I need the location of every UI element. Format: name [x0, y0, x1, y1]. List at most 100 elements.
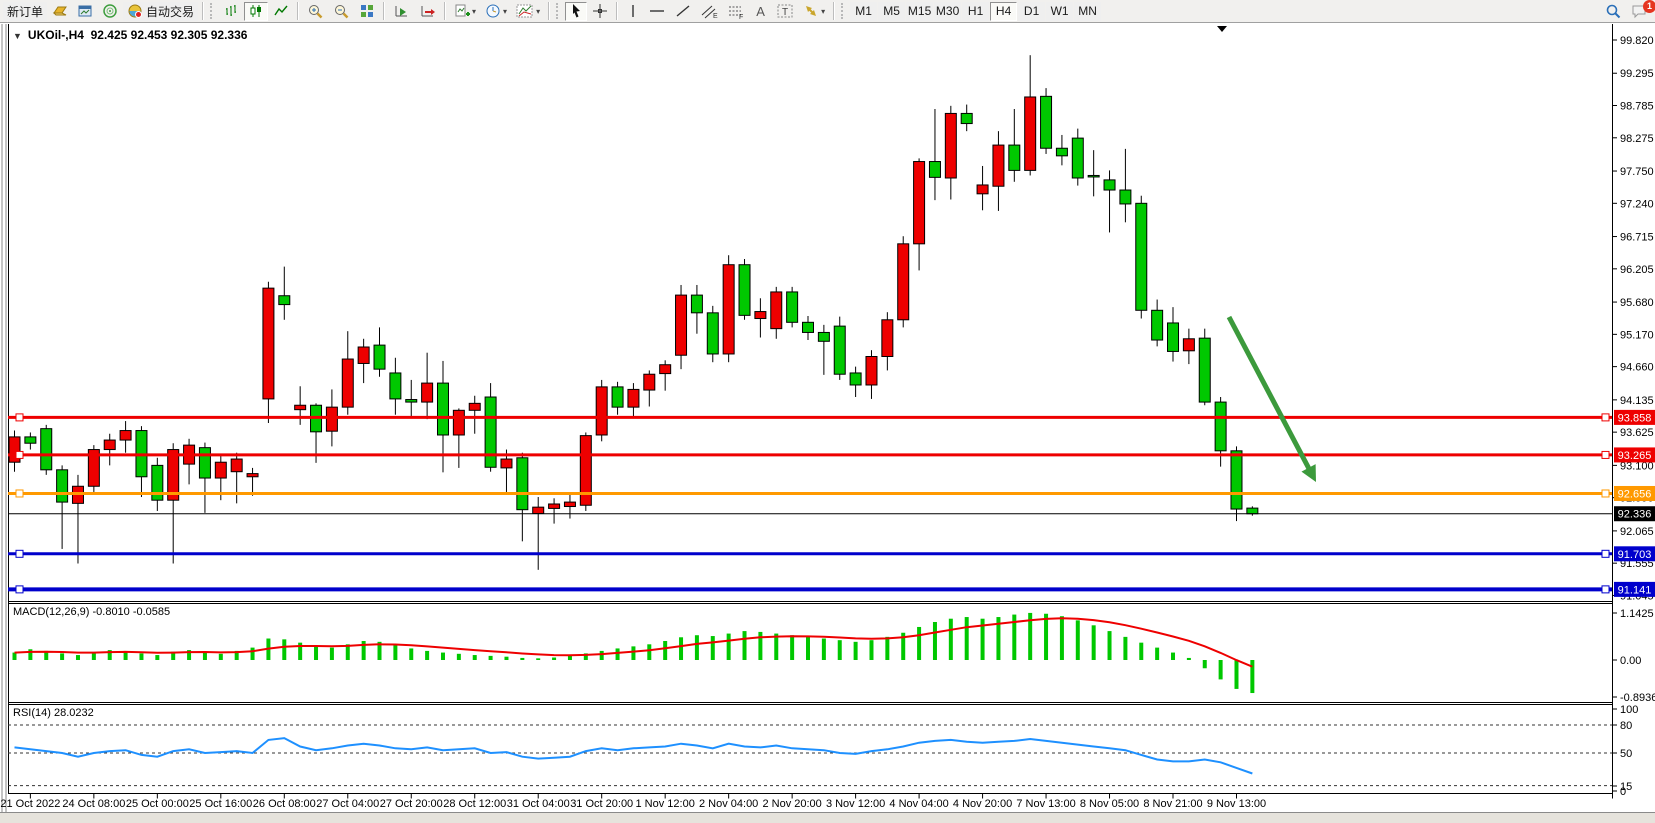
date-axis-label: 1 Nov 12:00 [636, 798, 695, 810]
rsi-panel: 100 80 50 150 [8, 704, 1638, 798]
vertical-line-icon [631, 5, 634, 17]
line-handle[interactable] [1601, 549, 1610, 558]
zoom-out-button[interactable] [329, 2, 354, 21]
candle-down [278, 295, 291, 306]
profile-icon[interactable] [48, 2, 72, 21]
chart-shift-button[interactable] [415, 2, 440, 21]
candle-up [548, 503, 561, 509]
date-axis-label: 26 Oct 08:00 [253, 798, 316, 810]
svg-text:93.858: 93.858 [1618, 412, 1652, 424]
candle-down [516, 457, 529, 511]
shift-marker-icon[interactable] [1217, 26, 1227, 32]
bar-chart-button[interactable] [219, 2, 243, 21]
periods-button[interactable]: ▾ [481, 2, 511, 21]
line-chart-button[interactable] [269, 2, 293, 21]
arrows-tool-button[interactable]: ▾ [799, 2, 829, 21]
candle-up [675, 294, 688, 356]
line-handle[interactable] [15, 413, 24, 422]
notifications-button[interactable]: 1 [1627, 0, 1655, 21]
separator [548, 2, 551, 20]
price-badges: 93.858 93.265 92.656 91.703 91.141 92.336 [1614, 409, 1655, 597]
line-handle[interactable] [15, 450, 24, 459]
zoom-in-button[interactable] [303, 2, 328, 21]
timeframe-m1-button[interactable]: M1 [850, 1, 878, 21]
timeframe-m15-button[interactable]: M15 [906, 1, 934, 21]
clock-icon [486, 4, 500, 18]
crosshair-icon [593, 4, 608, 18]
svg-text:99.295: 99.295 [1620, 68, 1654, 80]
date-axis-label: 24 Oct 08:00 [62, 798, 125, 810]
candle-down [611, 386, 624, 408]
separator [616, 2, 619, 20]
line-handle[interactable] [15, 585, 24, 594]
date-axis-label: 8 Nov 05:00 [1080, 798, 1139, 810]
svg-text:92.656: 92.656 [1618, 488, 1652, 500]
line-handle[interactable] [1601, 450, 1610, 459]
cursor-tool-button[interactable] [565, 1, 588, 21]
candle-up [754, 311, 767, 320]
search-icon [1606, 4, 1621, 18]
timeframe-m5-button[interactable]: M5 [878, 1, 906, 21]
chevron-down-icon: ▾ [821, 6, 826, 16]
date-axis-label: 25 Oct 00:00 [126, 798, 189, 810]
candlestick-chart-button[interactable] [244, 1, 269, 21]
timeframe-m30-button[interactable]: M30 [934, 1, 962, 21]
chart-dropdown-icon[interactable]: ▼ [13, 31, 22, 41]
new-chart-button[interactable]: ▾ [450, 2, 480, 21]
candle-up [532, 506, 545, 514]
date-axis-label: 31 Oct 04:00 [507, 798, 570, 810]
navigator-icon[interactable] [98, 2, 122, 21]
search-button[interactable] [1601, 2, 1626, 21]
svg-text:93.265: 93.265 [1618, 450, 1652, 462]
timeframe-mn-button[interactable]: MN [1074, 1, 1102, 21]
candle-down [833, 325, 846, 375]
date-axis: 21 Oct 2022 24 Oct 08:00 25 Oct 00:00 25 Oc… [0, 793, 1266, 810]
candle-down [484, 396, 497, 468]
svg-text:95.680: 95.680 [1620, 297, 1654, 309]
candle-down [1055, 147, 1068, 157]
line-handle[interactable] [15, 549, 24, 558]
tile-windows-button[interactable] [355, 2, 379, 21]
trendline-tool-button[interactable] [671, 2, 695, 21]
candle-down [40, 428, 53, 471]
candle-up [214, 461, 227, 479]
candle-up [643, 373, 656, 391]
candle-up [1024, 96, 1037, 171]
timeframe-d1-button[interactable]: D1 [1018, 1, 1046, 21]
crosshair-tool-button[interactable] [588, 2, 612, 21]
candle-down [1087, 174, 1100, 178]
text-label-tool-button[interactable]: T [772, 2, 798, 21]
timeframe-w1-button[interactable]: W1 [1046, 1, 1074, 21]
candle-up [8, 436, 21, 463]
line-handle[interactable] [15, 489, 24, 498]
candle-up [913, 161, 926, 245]
chevron-down-icon: ▾ [503, 6, 508, 16]
line-handle[interactable] [1601, 489, 1610, 498]
text-tool-button[interactable]: A [756, 3, 765, 19]
candle-down [405, 399, 418, 403]
candle-down [849, 372, 862, 386]
horizontal-line-tool-button[interactable] [644, 2, 670, 21]
candle-up [325, 406, 338, 432]
auto-trading-button[interactable]: 自动交易 [123, 1, 199, 21]
text-label-icon: T [777, 4, 793, 18]
data-window-icon[interactable] [73, 2, 97, 21]
new-order-button[interactable]: 新订单 [3, 1, 48, 21]
timeframe-h4-button[interactable]: H4 [990, 1, 1018, 21]
vertical-line-tool-button[interactable] [622, 2, 643, 21]
candle-up [976, 184, 989, 195]
line-handle[interactable] [1601, 413, 1610, 422]
main-toolbar: 新订单 自动交易 ▾ ▾ [0, 0, 1655, 23]
trend-arrow [1226, 315, 1316, 482]
candle-down [928, 161, 941, 178]
indicators-button[interactable]: ▾ [512, 2, 544, 21]
price-badge [1614, 409, 1655, 425]
candle-down [1103, 179, 1116, 191]
auto-scroll-button[interactable] [389, 2, 414, 21]
fibonacci-tool-button[interactable]: F [723, 2, 749, 21]
candle-down [706, 312, 719, 355]
equidistant-channel-tool-button[interactable]: E [696, 2, 722, 21]
line-handle[interactable] [1601, 585, 1610, 594]
timeframe-h1-button[interactable]: H1 [962, 1, 990, 21]
